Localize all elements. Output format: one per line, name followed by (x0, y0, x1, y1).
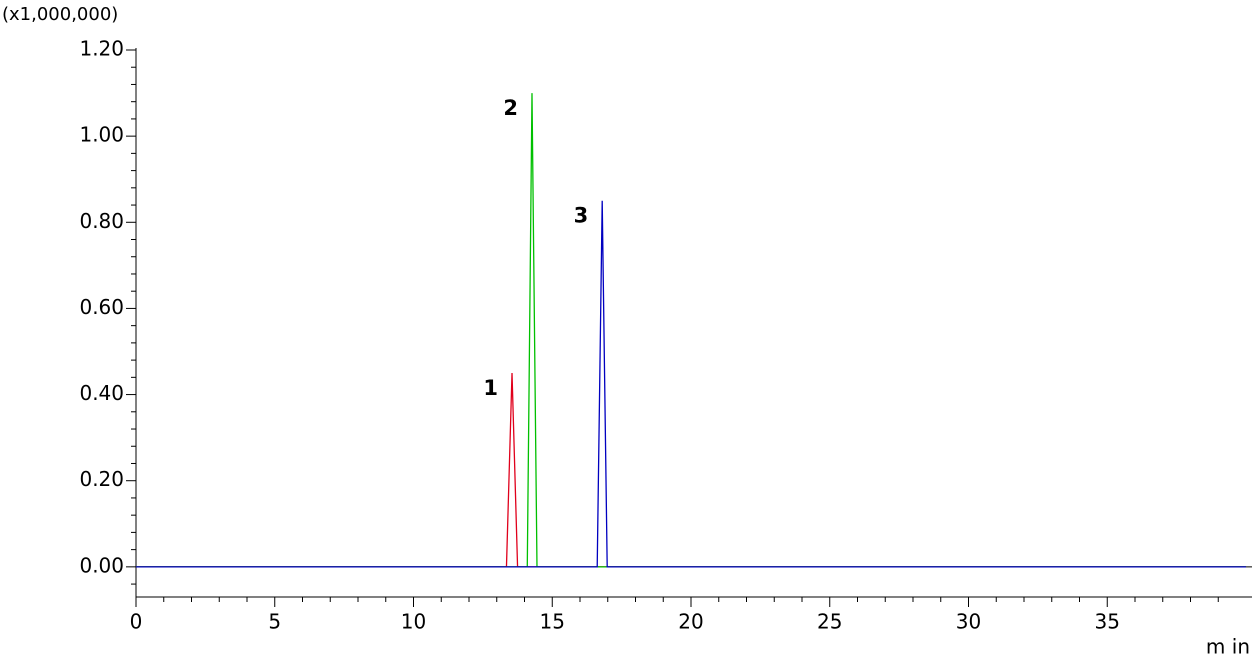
x-tick-label: 0 (130, 610, 143, 634)
peak-label: 1 (483, 376, 498, 400)
x-tick-label: 5 (268, 610, 281, 634)
trace (136, 373, 1246, 568)
peak-label: 2 (503, 96, 518, 120)
x-tick-label: 10 (401, 610, 426, 634)
x-tick-label: 15 (540, 610, 565, 634)
y-tick-label: 0.00 (79, 553, 124, 577)
y-tick-label: 0.60 (79, 295, 124, 319)
y-tick-label: 0.20 (79, 467, 124, 491)
y-axis-label: (x1,000,000) (2, 4, 118, 25)
y-tick-label: 1.20 (79, 37, 124, 61)
x-tick-label: 25 (817, 610, 842, 634)
x-axis-label: m in (1206, 635, 1250, 659)
x-tick-label: 20 (678, 610, 703, 634)
y-tick-label: 1.00 (79, 123, 124, 147)
peak-label: 3 (574, 204, 589, 228)
trace (136, 93, 1246, 568)
trace (136, 200, 1246, 568)
y-tick-label: 0.40 (79, 381, 124, 405)
x-tick-label: 30 (956, 610, 981, 634)
x-tick-label: 35 (1095, 610, 1120, 634)
y-tick-label: 0.80 (79, 209, 124, 233)
